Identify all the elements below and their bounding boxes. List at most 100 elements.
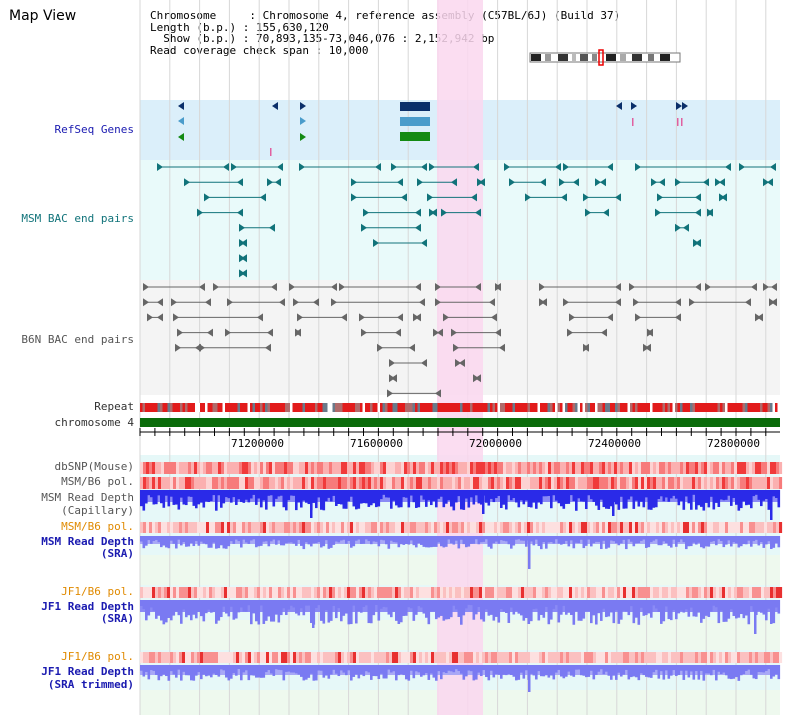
depth-bar [712, 490, 716, 510]
repeat-segment [665, 403, 668, 412]
track-label-msm-b6-pol-2[interactable]: MSM/B6 pol. [61, 520, 134, 533]
repeat-segment [715, 403, 718, 412]
depth-bar [145, 536, 148, 546]
heat-cell [416, 587, 420, 598]
heat-tracks[interactable] [140, 462, 783, 663]
depth-tracks[interactable] [140, 490, 781, 692]
track-label-jf1-b6-pol[interactable]: JF1/B6 pol. [61, 585, 134, 598]
depth-bar [650, 536, 653, 543]
heat-cell [140, 462, 144, 474]
depth-bar [300, 536, 303, 546]
heat-cell [512, 477, 516, 489]
heat-cell [749, 652, 753, 663]
chromosome-ideogram[interactable] [529, 49, 681, 66]
heat-cell [377, 587, 381, 598]
depth-bar [697, 536, 701, 543]
repeat-segment [770, 403, 773, 412]
heat-cell [341, 477, 345, 489]
depth-bar [250, 665, 253, 676]
heat-cell [203, 587, 207, 598]
heat-cell [260, 587, 264, 598]
track-label-msm-depth-sra[interactable]: MSM Read Depth [41, 535, 134, 548]
depth-bar [195, 490, 198, 509]
heat-cell [290, 652, 294, 663]
heat-cell [671, 462, 675, 474]
heat-cell [278, 477, 282, 489]
heat-cell [431, 587, 435, 598]
depth-bar [717, 490, 721, 508]
heat-cell [332, 587, 336, 598]
heat-cell [632, 652, 636, 663]
heat-cell [467, 522, 471, 533]
repeat-track[interactable] [140, 403, 781, 412]
depth-bar [197, 490, 201, 505]
depth-bar [150, 665, 153, 671]
track-label-b6n-bac[interactable]: B6N BAC end pairs [21, 333, 134, 346]
heat-cell [320, 522, 324, 533]
b6n-bac-pair [541, 298, 547, 307]
heat-cell [602, 587, 606, 598]
heat-cell [437, 587, 441, 598]
heat-cell [296, 587, 300, 598]
depth-bar [185, 600, 188, 618]
heat-cell [326, 522, 330, 533]
track-label-msm-depth-cap[interactable]: MSM Read Depth [41, 491, 134, 504]
heat-cell [503, 477, 507, 489]
heat-cell [620, 652, 624, 663]
depth-bar [587, 665, 591, 677]
heat-cell [542, 587, 546, 598]
depth-bar [335, 536, 338, 542]
heat-cell [752, 477, 756, 489]
track-label-refseq[interactable]: RefSeq Genes [54, 123, 134, 136]
heat-cell [509, 587, 513, 598]
depth-bar [440, 600, 443, 616]
depth-bar [180, 665, 183, 681]
depth-bar [287, 490, 291, 501]
heat-cell [401, 522, 405, 533]
track-label-jf1-depth-sra[interactable]: JF1 Read Depth [41, 600, 134, 613]
refseq-gene-features[interactable] [178, 102, 688, 156]
heat-cell [206, 462, 210, 474]
heat-cell [428, 587, 432, 598]
depth-bar [325, 490, 328, 502]
heat-cell [722, 522, 726, 533]
track-label-repeat[interactable]: Repeat [94, 400, 134, 413]
depth-bar [370, 665, 373, 680]
depth-bar [170, 665, 173, 672]
track-label-chromosome[interactable]: chromosome 4 [54, 416, 134, 429]
depth-bar [257, 600, 261, 625]
heat-cell [197, 652, 201, 663]
b6n-bac-features[interactable] [143, 283, 777, 398]
heat-cell [647, 587, 651, 598]
axis-tick-label: 72400000 [588, 437, 641, 450]
track-label-msm-bac[interactable]: MSM BAC end pairs [21, 212, 134, 225]
depth-bar [490, 490, 493, 499]
heat-cell [446, 522, 450, 533]
heat-cell [512, 462, 516, 474]
heat-cell [728, 522, 732, 533]
track-label-dbsnp[interactable]: dbSNP(Mouse) [54, 460, 134, 473]
depth-bar [775, 490, 778, 498]
msm-bac-features[interactable] [157, 163, 776, 278]
heat-cell [632, 477, 636, 489]
msm-bac-pair [241, 239, 247, 247]
repeat-segment [612, 403, 616, 412]
page-title: Map View [9, 8, 77, 24]
depth-bar [665, 490, 668, 498]
heat-cell [728, 652, 732, 663]
heat-cell [698, 522, 702, 533]
chromosome-bar[interactable] [140, 418, 780, 427]
heat-cell [773, 587, 777, 598]
depth-bar [325, 600, 328, 610]
track-label-msm-b6-pol[interactable]: MSM/B6 pol. [61, 475, 134, 488]
track-label-jf1-depth-trim[interactable]: JF1 Read Depth [41, 665, 134, 678]
track-label-jf1-b6-pol-2[interactable]: JF1/B6 pol. [61, 650, 134, 663]
gene-feature [178, 133, 184, 141]
heat-cell [773, 462, 777, 474]
repeat-segment [487, 403, 491, 412]
heat-cell [419, 477, 423, 489]
b6n-bac-pair [173, 313, 179, 322]
depth-bar [380, 665, 383, 674]
depth-bar [530, 665, 533, 674]
